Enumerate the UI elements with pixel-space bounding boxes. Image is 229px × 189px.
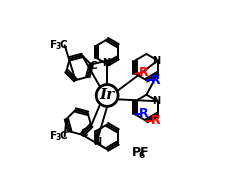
Text: 6: 6 (139, 151, 145, 160)
Text: C: C (60, 131, 67, 141)
Text: PF: PF (132, 146, 150, 160)
Text: C: C (80, 128, 88, 138)
Text: C: C (60, 40, 67, 50)
Text: 3: 3 (56, 133, 61, 142)
Text: Ir: Ir (100, 88, 115, 102)
Text: N: N (153, 96, 161, 106)
Text: F: F (50, 40, 57, 50)
Text: R: R (139, 107, 149, 120)
Text: R: R (150, 114, 160, 127)
Text: F: F (50, 131, 57, 141)
Text: R: R (150, 74, 160, 87)
Text: N: N (153, 56, 161, 66)
Text: R: R (139, 66, 149, 79)
Circle shape (96, 84, 118, 106)
Text: 3: 3 (56, 42, 61, 51)
Text: C: C (90, 61, 97, 71)
Text: N: N (93, 137, 101, 147)
Text: N: N (102, 58, 111, 68)
